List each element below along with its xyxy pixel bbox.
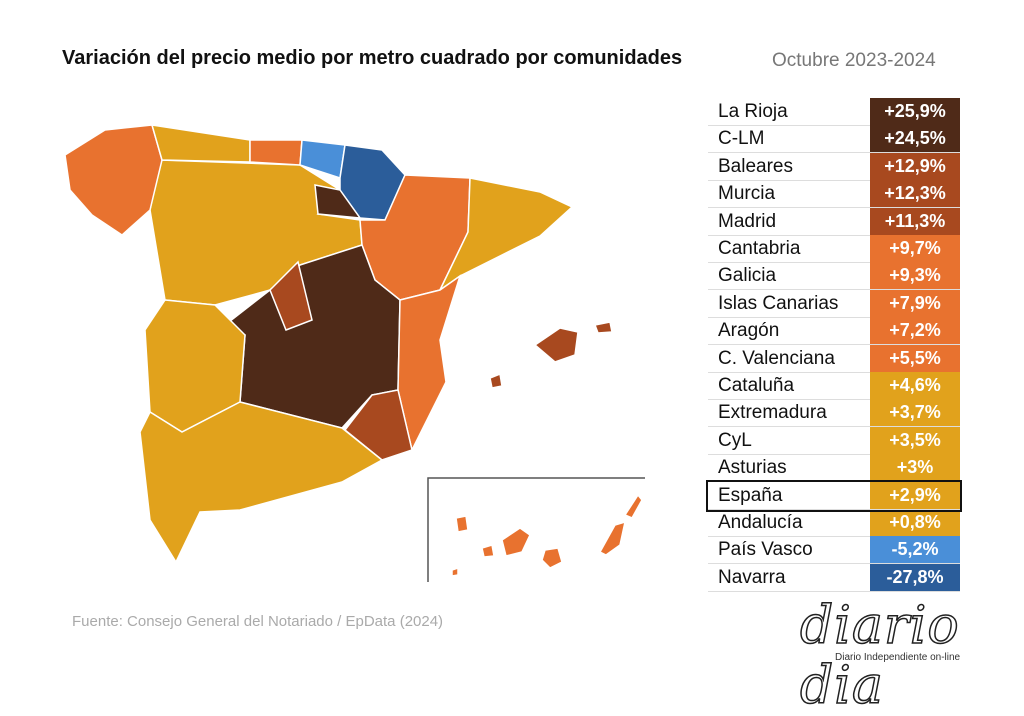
region-value: -5,2% (870, 536, 960, 564)
region-value: +11,3% (870, 207, 960, 235)
region-name: Baleares (718, 155, 793, 177)
region-value: +24,5% (870, 125, 960, 153)
region-value: +0,8% (870, 509, 960, 536)
region-name: Islas Canarias (718, 292, 839, 314)
region-name: España (718, 484, 783, 506)
island (481, 544, 495, 558)
table-row: Galicia +9,3% (708, 262, 960, 291)
region-name: Asturias (718, 457, 787, 479)
region-name: País Vasco (718, 539, 813, 561)
table-row: Asturias +3% (708, 454, 960, 483)
region-value: +12,3% (870, 180, 960, 208)
region-value: +7,2% (870, 317, 960, 345)
region-value: +2,9% (870, 481, 960, 509)
island (541, 547, 563, 569)
inset-frame (427, 477, 645, 582)
table-row: CyL +3,5% (708, 426, 960, 455)
table-row: Murcia +12,3% (708, 180, 960, 209)
island (598, 520, 627, 556)
island (451, 566, 459, 577)
region (438, 177, 574, 293)
table-row: C-LM +24,5% (708, 125, 960, 154)
region-value: +4,6% (870, 372, 960, 399)
region-value: +25,9% (870, 98, 960, 125)
title: Variación del precio medio por metro cua… (62, 47, 683, 69)
map (64, 124, 645, 582)
region (139, 401, 384, 564)
region-name: La Rioja (718, 101, 788, 122)
region (593, 321, 613, 334)
region-name: Cataluña (718, 375, 795, 396)
region-name: Madrid (718, 210, 777, 232)
region-value: +9,3% (870, 262, 960, 290)
table-row: España +2,9% (706, 479, 962, 512)
region-name: Aragón (718, 320, 780, 342)
table-row: La Rioja +25,9% (708, 98, 960, 126)
region (343, 389, 413, 461)
region-name: Cantabria (718, 238, 801, 259)
region-name: C-LM (718, 128, 765, 150)
island (455, 515, 469, 533)
logo-tagline: Diario Independiente on-line (835, 652, 961, 663)
table-row: Baleares +12,9% (708, 152, 960, 181)
table-row: Cantabria +9,7% (708, 235, 960, 263)
source: Fuente: Consejo General del Notariado / … (72, 613, 444, 630)
region-value: +3,5% (870, 426, 960, 454)
region-value: -27,8% (870, 563, 960, 591)
table-row: Cataluña +4,6% (708, 372, 960, 400)
page: Variación del precio medio por metro cua… (62, 47, 962, 716)
region (269, 260, 313, 331)
region (223, 244, 401, 429)
region (64, 124, 163, 236)
table-row: Andalucía +0,8% (708, 509, 960, 537)
region-name: Galicia (718, 265, 777, 287)
table-row: País Vasco -5,2% (708, 536, 960, 565)
region-value: +7,9% (870, 289, 960, 317)
region (397, 274, 462, 453)
region-name: Andalucía (718, 512, 803, 533)
region-name: CyL (718, 429, 752, 451)
region-name: Extremadura (718, 402, 827, 424)
table-row: Navarra -27,8% (708, 563, 960, 592)
region-value: +3,7% (870, 399, 960, 427)
table-row: Extremadura +3,7% (708, 399, 960, 428)
region-name: C. Valenciana (718, 347, 835, 369)
region (533, 327, 579, 363)
subtitle: Octubre 2023-2024 (772, 50, 936, 71)
island (501, 527, 531, 557)
region-name: Murcia (718, 183, 776, 205)
region (489, 372, 503, 389)
island (623, 493, 643, 519)
table-row: C. Valenciana +5,5% (708, 344, 960, 373)
region (314, 184, 362, 219)
region (249, 139, 303, 166)
region-value: +12,9% (870, 152, 960, 180)
region-value: +5,5% (870, 344, 960, 372)
table-row: Madrid +11,3% (708, 207, 960, 236)
region-value: +3% (870, 454, 960, 482)
region-name: Navarra (718, 566, 786, 588)
region-value: +9,7% (870, 235, 960, 262)
table-row: Islas Canarias +7,9% (708, 289, 960, 318)
region (150, 124, 251, 163)
table-row: Aragón +7,2% (708, 317, 960, 346)
region (339, 144, 406, 221)
